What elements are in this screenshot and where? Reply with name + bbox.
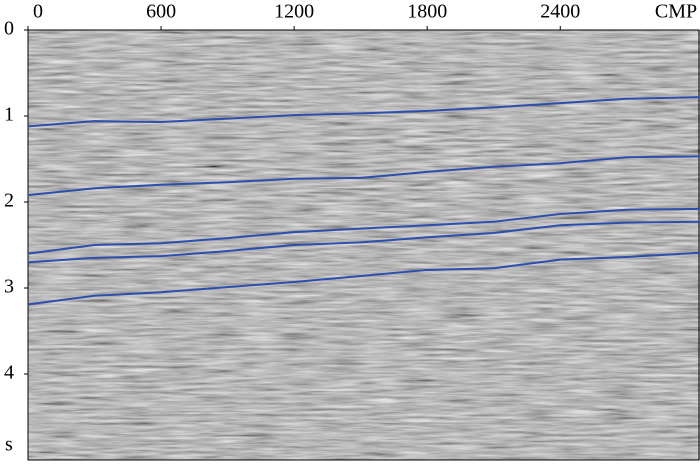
y-axis-label: s: [5, 434, 13, 456]
horizon-line: [28, 96, 700, 128]
x-axis-label: CMP: [655, 1, 697, 23]
y-tick-label: 3: [4, 276, 14, 298]
x-tick-label: 0: [33, 1, 43, 23]
y-tick-label: 2: [4, 190, 14, 212]
horizon-line: [28, 220, 700, 264]
y-tick-label: 0: [4, 18, 14, 40]
y-tick-label: 1: [4, 104, 14, 126]
x-tick-label: 1200: [274, 1, 314, 23]
horizons: [28, 96, 700, 306]
x-tick-label: 2400: [540, 1, 580, 23]
plot-frame: [27, 29, 700, 461]
y-tick-label: 4: [4, 362, 14, 384]
x-tick-label: 1800: [407, 1, 447, 23]
horizon-line: [28, 155, 700, 197]
x-tick-label: 600: [146, 1, 176, 23]
horizon-line: [28, 207, 700, 255]
horizon-line: [28, 251, 700, 306]
